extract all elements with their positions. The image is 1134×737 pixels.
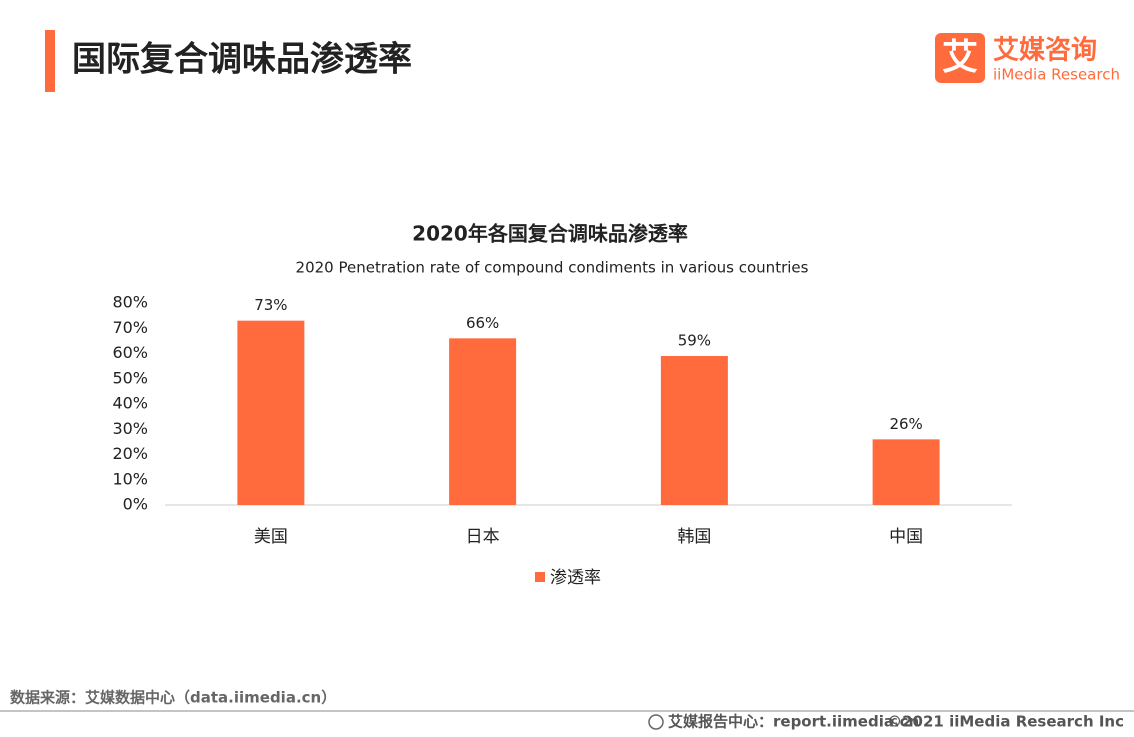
y-tick-label: 50% xyxy=(112,368,148,387)
bar xyxy=(237,320,305,505)
legend-label: 渗透率 xyxy=(550,568,601,588)
y-tick-label: 70% xyxy=(112,318,148,337)
y-tick-label: 20% xyxy=(112,444,148,463)
bar xyxy=(660,356,728,505)
title-accent xyxy=(45,30,55,92)
y-tick-label: 10% xyxy=(112,469,148,488)
y-tick-label: 80% xyxy=(112,293,148,312)
report-site: 艾媒报告中心：report.iimedia.cn xyxy=(668,713,919,731)
logo-icon: 艾 xyxy=(942,37,978,78)
value-label: 26% xyxy=(889,415,922,433)
chart-subtitle: 2020 Penetration rate of compound condim… xyxy=(296,259,809,277)
logo-name: 艾媒咨询 xyxy=(993,35,1097,66)
x-tick-label: 美国 xyxy=(254,527,288,547)
source: 数据来源：艾媒数据中心（data.iimedia.cn） xyxy=(10,689,336,707)
bar xyxy=(872,439,940,505)
y-tick-label: 0% xyxy=(123,495,148,514)
page-title: 国际复合调味品渗透率 xyxy=(72,40,412,80)
x-tick-label: 韩国 xyxy=(677,527,711,547)
legend-swatch xyxy=(535,572,545,582)
x-tick-label: 日本 xyxy=(466,527,500,547)
chart-title: 2020年各国复合调味品渗透率 xyxy=(412,222,688,246)
y-tick-label: 60% xyxy=(112,343,148,362)
value-label: 73% xyxy=(254,296,287,314)
globe-icon xyxy=(648,714,664,730)
logo-icon-bg xyxy=(935,33,985,83)
y-tick-label: 30% xyxy=(112,419,148,438)
value-label: 66% xyxy=(466,314,499,332)
copyright: ©2021 iiMedia Research Inc xyxy=(887,713,1124,731)
x-tick-label: 中国 xyxy=(889,527,923,547)
value-label: 59% xyxy=(678,332,711,350)
logo-name-en: iiMedia Research xyxy=(993,66,1120,84)
y-tick-label: 40% xyxy=(112,394,148,413)
bar xyxy=(449,338,517,505)
